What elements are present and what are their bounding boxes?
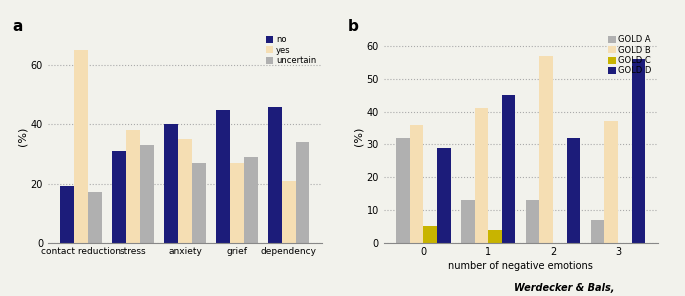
Bar	[75, 50, 88, 243]
Bar	[396, 138, 410, 243]
Bar	[461, 200, 475, 243]
Bar	[229, 163, 244, 243]
X-axis label: number of negative emotions: number of negative emotions	[448, 261, 593, 271]
Bar	[295, 142, 310, 243]
Bar	[604, 121, 618, 243]
Legend: no, yes, uncertain: no, yes, uncertain	[264, 34, 318, 67]
Bar	[488, 230, 502, 243]
Text: a: a	[12, 19, 23, 34]
Y-axis label: (%): (%)	[353, 126, 364, 146]
Text: b: b	[348, 19, 359, 34]
Bar	[502, 95, 515, 243]
Bar	[539, 56, 553, 243]
Bar	[632, 59, 645, 243]
Bar	[437, 148, 451, 243]
Bar	[192, 163, 206, 243]
Bar	[526, 200, 539, 243]
Bar	[475, 108, 488, 243]
Bar	[282, 181, 295, 243]
Bar	[60, 186, 75, 243]
Bar	[178, 139, 192, 243]
Y-axis label: (%): (%)	[18, 126, 28, 146]
Bar	[590, 220, 604, 243]
Bar	[268, 107, 282, 243]
Bar	[164, 124, 178, 243]
Text: Werdecker & Bals,: Werdecker & Bals,	[514, 283, 614, 293]
Bar	[112, 151, 126, 243]
Bar	[244, 157, 258, 243]
Bar	[88, 192, 102, 243]
Bar	[423, 226, 437, 243]
Bar	[410, 125, 423, 243]
Legend: GOLD A, GOLD B, GOLD C, GOLD D: GOLD A, GOLD B, GOLD C, GOLD D	[607, 34, 653, 77]
Bar	[566, 138, 580, 243]
Bar	[140, 145, 154, 243]
Bar	[216, 110, 229, 243]
Bar	[126, 130, 140, 243]
